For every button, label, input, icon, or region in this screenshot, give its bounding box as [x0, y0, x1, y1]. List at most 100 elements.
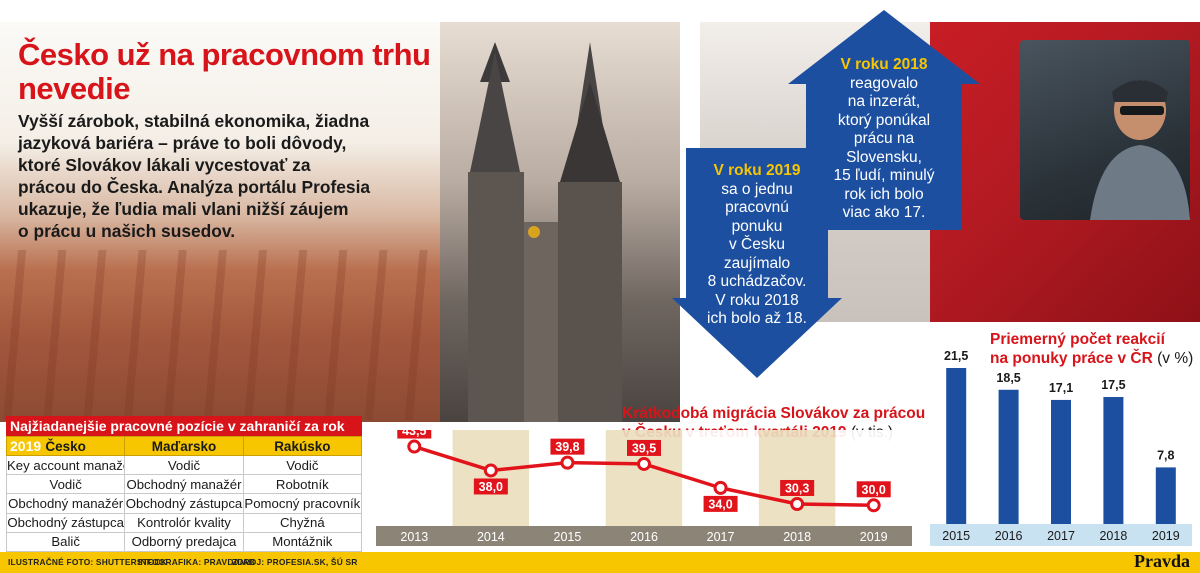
data-point [483, 463, 498, 478]
arrow-2019-line: sa o jednu [721, 180, 793, 198]
lead-line: Vyšší zárobok, stabilná ekonomika, žiadn… [18, 111, 370, 131]
truck-window [1020, 40, 1190, 220]
bar-value-label: 21,5 [944, 349, 968, 363]
table-cell: Pomocný pracovník [242, 493, 363, 514]
photo-credit: ILUSTRAČNÉ FOTO: SHUTTERSTOCK [8, 557, 168, 567]
arrow-2018-line: rok ich bolo [844, 185, 924, 203]
table-row: Vodič Obchodný manažér Robotník [5, 474, 363, 495]
arrow-2018-line: ktorý ponúkal [837, 111, 931, 129]
reactions-title-line-1: Priemerný počet reakcií [990, 331, 1165, 348]
data-label-box [703, 495, 738, 512]
table-cell: Montážnik [242, 531, 363, 552]
data-label: 30,0 [862, 483, 886, 497]
arrow-2018-line: 15 ľudí, minulý [833, 167, 935, 184]
arrow-2019-line: pracovnú [725, 199, 789, 216]
data-label: 43,5 [402, 430, 426, 438]
arrow-2018-year: V roku 2018 [840, 56, 928, 73]
data-point [866, 498, 881, 513]
bar [1103, 397, 1124, 524]
table-cell: Obchodný manažér [124, 474, 244, 495]
arrow-2018-line: reagovalo [849, 74, 919, 92]
lead-line: prácou do Česka. Analýza portálu Profesi… [18, 177, 371, 197]
positions-grid: Česko Maďarsko Rakúsko Key account manaž… [5, 436, 363, 552]
headline-line-2: nevedie [18, 71, 130, 106]
x-tick-label: 2015 [942, 529, 970, 543]
arrow-2018-line: na inzerát, [847, 93, 921, 110]
headline-line-1: Česko už na pracovnom trhu [18, 37, 431, 72]
data-label-box [856, 481, 891, 498]
x-axis-band [930, 524, 1192, 546]
column-band [758, 430, 836, 526]
x-axis-band [376, 526, 912, 546]
table-cell: Vodič [124, 454, 244, 476]
table-row: Key account manažér Vodič Vodič [5, 454, 363, 476]
table-cell: Balič [5, 531, 126, 552]
x-tick-label: 2018 [1099, 529, 1127, 543]
migration-title-line-1: Krátkodobá migrácia Slovákov za prácou [622, 405, 926, 422]
data-label: 39,8 [555, 440, 579, 454]
reactions-title-line-2: na ponuky práce v ČR (v %) [990, 349, 1193, 368]
city-rooftops [0, 250, 520, 420]
table-cell: Obchodný manažér [5, 493, 126, 514]
headline: Česko už na pracovnom trhu nevedie [18, 38, 478, 106]
pravda-logo: Pravda [1134, 551, 1190, 571]
data-point [560, 455, 575, 470]
lead-line: ukazuje, že ľudia mali vlani nižší záuje… [18, 199, 349, 219]
table-cell: Odborný predajca [124, 531, 244, 552]
bar-value-label: 17,1 [1049, 381, 1073, 395]
arrow-2019-year: V roku 2019 [713, 162, 801, 179]
arrow-2018-line: Slovensku, [846, 148, 922, 166]
arrow-down-icon [672, 148, 842, 378]
arrow-2019-line: v Česku [729, 236, 785, 253]
arrow-2019-line: zaujímalo [723, 254, 791, 272]
table-cell: Chyžná [242, 512, 363, 533]
data-point [790, 496, 805, 511]
positions-title: Najžiadanejšie pracovné pozície v zahran… [6, 416, 362, 454]
x-tick-label: 2016 [630, 530, 658, 544]
data-label: 39,5 [632, 441, 656, 455]
x-tick-label: 2016 [995, 529, 1023, 543]
church-spires-icon [468, 42, 622, 422]
bar [1155, 467, 1176, 524]
column-header-austria: Rakúsko [242, 436, 363, 456]
arrow-2019-line: ich bolo až 18. [707, 310, 807, 327]
lead-line: o prácu u našich susedov. [18, 221, 236, 241]
bar-value-label: 17,5 [1101, 378, 1125, 392]
x-tick-label: 2017 [707, 530, 735, 544]
reactions-title-line-2-text: na ponuky práce v ČR [990, 350, 1153, 367]
data-point [637, 456, 651, 471]
tyn-church-photo [440, 22, 680, 422]
data-point [713, 480, 728, 495]
bar-value-label: 18,5 [996, 371, 1020, 385]
data-label-box [550, 438, 585, 455]
arrow-2018-text: V roku 2018 reagovalo na inzerát, ktorý … [788, 56, 980, 223]
arrow-2019-text: V roku 2019 sa o jednu pracovnú ponuku v… [672, 162, 842, 329]
data-label: 38,0 [479, 480, 503, 494]
arrow-2018-line: viac ako 17. [842, 204, 926, 221]
positions-table: Najžiadanejšie pracovné pozície v zahran… [5, 416, 363, 552]
data-label-box [473, 478, 508, 495]
arrow-up-icon [788, 10, 980, 230]
lead-line: jazyková bariéra – práve to boli dôvody, [18, 133, 347, 153]
table-cell: Obchodný zástupca [124, 493, 244, 514]
reactions-chart-title: Priemerný počet reakcií na ponuky práce … [990, 330, 1193, 368]
bar-value-label: 7,8 [1157, 448, 1174, 462]
x-tick-label: 2019 [860, 530, 888, 544]
data-point [407, 439, 422, 454]
footer-band [0, 552, 1200, 573]
bar [1051, 399, 1071, 524]
arrow-2019-line: V roku 2018 [715, 291, 799, 309]
table-row: Obchodný manažér Obchodný zástupca Pomoc… [5, 493, 363, 514]
source-credit: ZDROJ: PROFESIA.SK, ŠÚ SR [232, 557, 358, 567]
column-band [452, 430, 530, 526]
x-tick-label: 2015 [554, 530, 582, 544]
lead-line: ktoré Slovákov lákali vycestovať za [18, 155, 311, 175]
x-tick-label: 2019 [1152, 529, 1180, 543]
table-cell: Kontrolór kvality [124, 512, 244, 533]
table-row: Obchodný zástupca Kontrolór kvality Chyž… [5, 512, 363, 533]
arrow-2018-line: prácu na [853, 130, 915, 147]
migration-line-chart: 2013 2014 2015 2016 2017 2018 2019 43,5 38,0 39,8… [376, 430, 912, 546]
bar [998, 389, 1019, 524]
arrow-2019-line: 8 uchádzačov. [707, 273, 807, 290]
